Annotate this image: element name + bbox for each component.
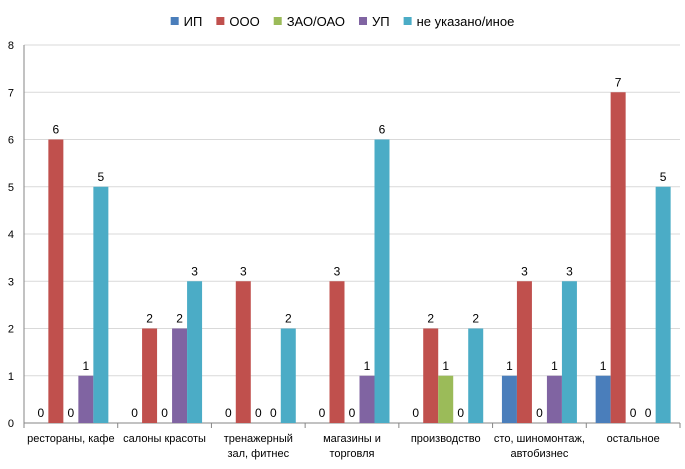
data-label: 2 bbox=[285, 312, 292, 326]
bar bbox=[374, 139, 390, 423]
bar bbox=[280, 328, 296, 423]
legend-label: не указано/иное bbox=[417, 14, 515, 29]
bar bbox=[423, 328, 439, 423]
category-label: остальное bbox=[607, 433, 660, 445]
category-label: автобизнес bbox=[510, 448, 568, 460]
data-label: 5 bbox=[660, 170, 667, 184]
legend-label: ЗАО/ОАО bbox=[287, 14, 345, 29]
bar bbox=[501, 375, 517, 423]
bar bbox=[655, 186, 671, 423]
data-label: 3 bbox=[240, 264, 247, 278]
data-label: 0 bbox=[68, 406, 75, 420]
data-label: 1 bbox=[364, 359, 371, 373]
data-label: 0 bbox=[630, 406, 637, 420]
data-label: 1 bbox=[442, 359, 449, 373]
bar bbox=[468, 328, 484, 423]
data-label: 0 bbox=[270, 406, 277, 420]
data-label: 0 bbox=[131, 406, 138, 420]
legend-swatch bbox=[170, 17, 179, 25]
category-label: торговля bbox=[329, 448, 374, 460]
bar bbox=[93, 186, 109, 423]
data-label: 0 bbox=[645, 406, 652, 420]
y-tick-label: 3 bbox=[8, 276, 14, 288]
bar bbox=[516, 281, 532, 423]
data-label: 1 bbox=[83, 359, 90, 373]
y-tick-label: 7 bbox=[8, 87, 14, 99]
data-label: 6 bbox=[379, 123, 386, 137]
data-label: 0 bbox=[536, 406, 543, 420]
y-tick-label: 1 bbox=[8, 371, 14, 383]
data-label: 5 bbox=[98, 170, 105, 184]
bar bbox=[78, 375, 94, 423]
data-label: 2 bbox=[146, 312, 153, 326]
bar bbox=[359, 375, 375, 423]
data-label: 0 bbox=[225, 406, 232, 420]
legend: ИП ООО ЗАО/ОАО УП не указано/иное bbox=[170, 14, 515, 29]
gridlines bbox=[24, 44, 680, 377]
bar bbox=[438, 375, 454, 423]
y-tick-label: 5 bbox=[8, 182, 14, 194]
category-label: магазины и bbox=[323, 433, 381, 445]
data-label: 1 bbox=[600, 359, 607, 373]
data-label: 2 bbox=[176, 312, 183, 326]
legend-swatch bbox=[216, 17, 225, 25]
category-label: сто, шиномонтаж, bbox=[494, 433, 585, 445]
data-label: 0 bbox=[38, 406, 45, 420]
legend-label: УП bbox=[372, 14, 390, 29]
y-tick-label: 0 bbox=[8, 418, 14, 430]
category-label: зал, фитнес bbox=[227, 448, 289, 460]
category-label: рестораны, кафе bbox=[27, 433, 114, 445]
data-label: 6 bbox=[53, 123, 60, 137]
data-label: 0 bbox=[255, 406, 262, 420]
data-label: 7 bbox=[615, 75, 622, 89]
category-label: салоны красоты bbox=[123, 433, 206, 445]
data-label: 1 bbox=[551, 359, 558, 373]
legend-label: ИП bbox=[184, 14, 203, 29]
bar bbox=[610, 92, 626, 423]
bar bbox=[561, 281, 577, 423]
data-label: 3 bbox=[566, 264, 573, 278]
data-label: 0 bbox=[349, 406, 356, 420]
y-tick-label: 4 bbox=[8, 229, 14, 241]
bar bbox=[48, 139, 64, 423]
bar bbox=[595, 375, 611, 423]
data-label: 0 bbox=[161, 406, 168, 420]
bar bbox=[142, 328, 158, 423]
bars bbox=[48, 92, 671, 423]
data-label: 3 bbox=[521, 264, 528, 278]
data-label: 2 bbox=[472, 312, 479, 326]
bar bbox=[329, 281, 345, 423]
bar bbox=[187, 281, 203, 423]
legend-swatch bbox=[403, 17, 412, 25]
data-label: 0 bbox=[412, 406, 419, 420]
data-label: 0 bbox=[457, 406, 464, 420]
data-label: 0 bbox=[319, 406, 326, 420]
category-label: тренажерный bbox=[224, 433, 293, 445]
y-tick-label: 2 bbox=[8, 324, 14, 336]
y-tick-label: 8 bbox=[8, 40, 14, 52]
legend-swatch bbox=[273, 17, 282, 25]
category-label: производство bbox=[411, 433, 481, 445]
data-label: 3 bbox=[191, 264, 198, 278]
data-label: 3 bbox=[334, 264, 341, 278]
legend-swatch bbox=[359, 17, 368, 25]
y-tick-label: 6 bbox=[8, 135, 14, 147]
data-label: 2 bbox=[427, 312, 434, 326]
bar bbox=[235, 281, 251, 423]
legend-label: ООО bbox=[229, 14, 259, 29]
data-label: 1 bbox=[506, 359, 513, 373]
bar bbox=[172, 328, 188, 423]
bar bbox=[546, 375, 562, 423]
